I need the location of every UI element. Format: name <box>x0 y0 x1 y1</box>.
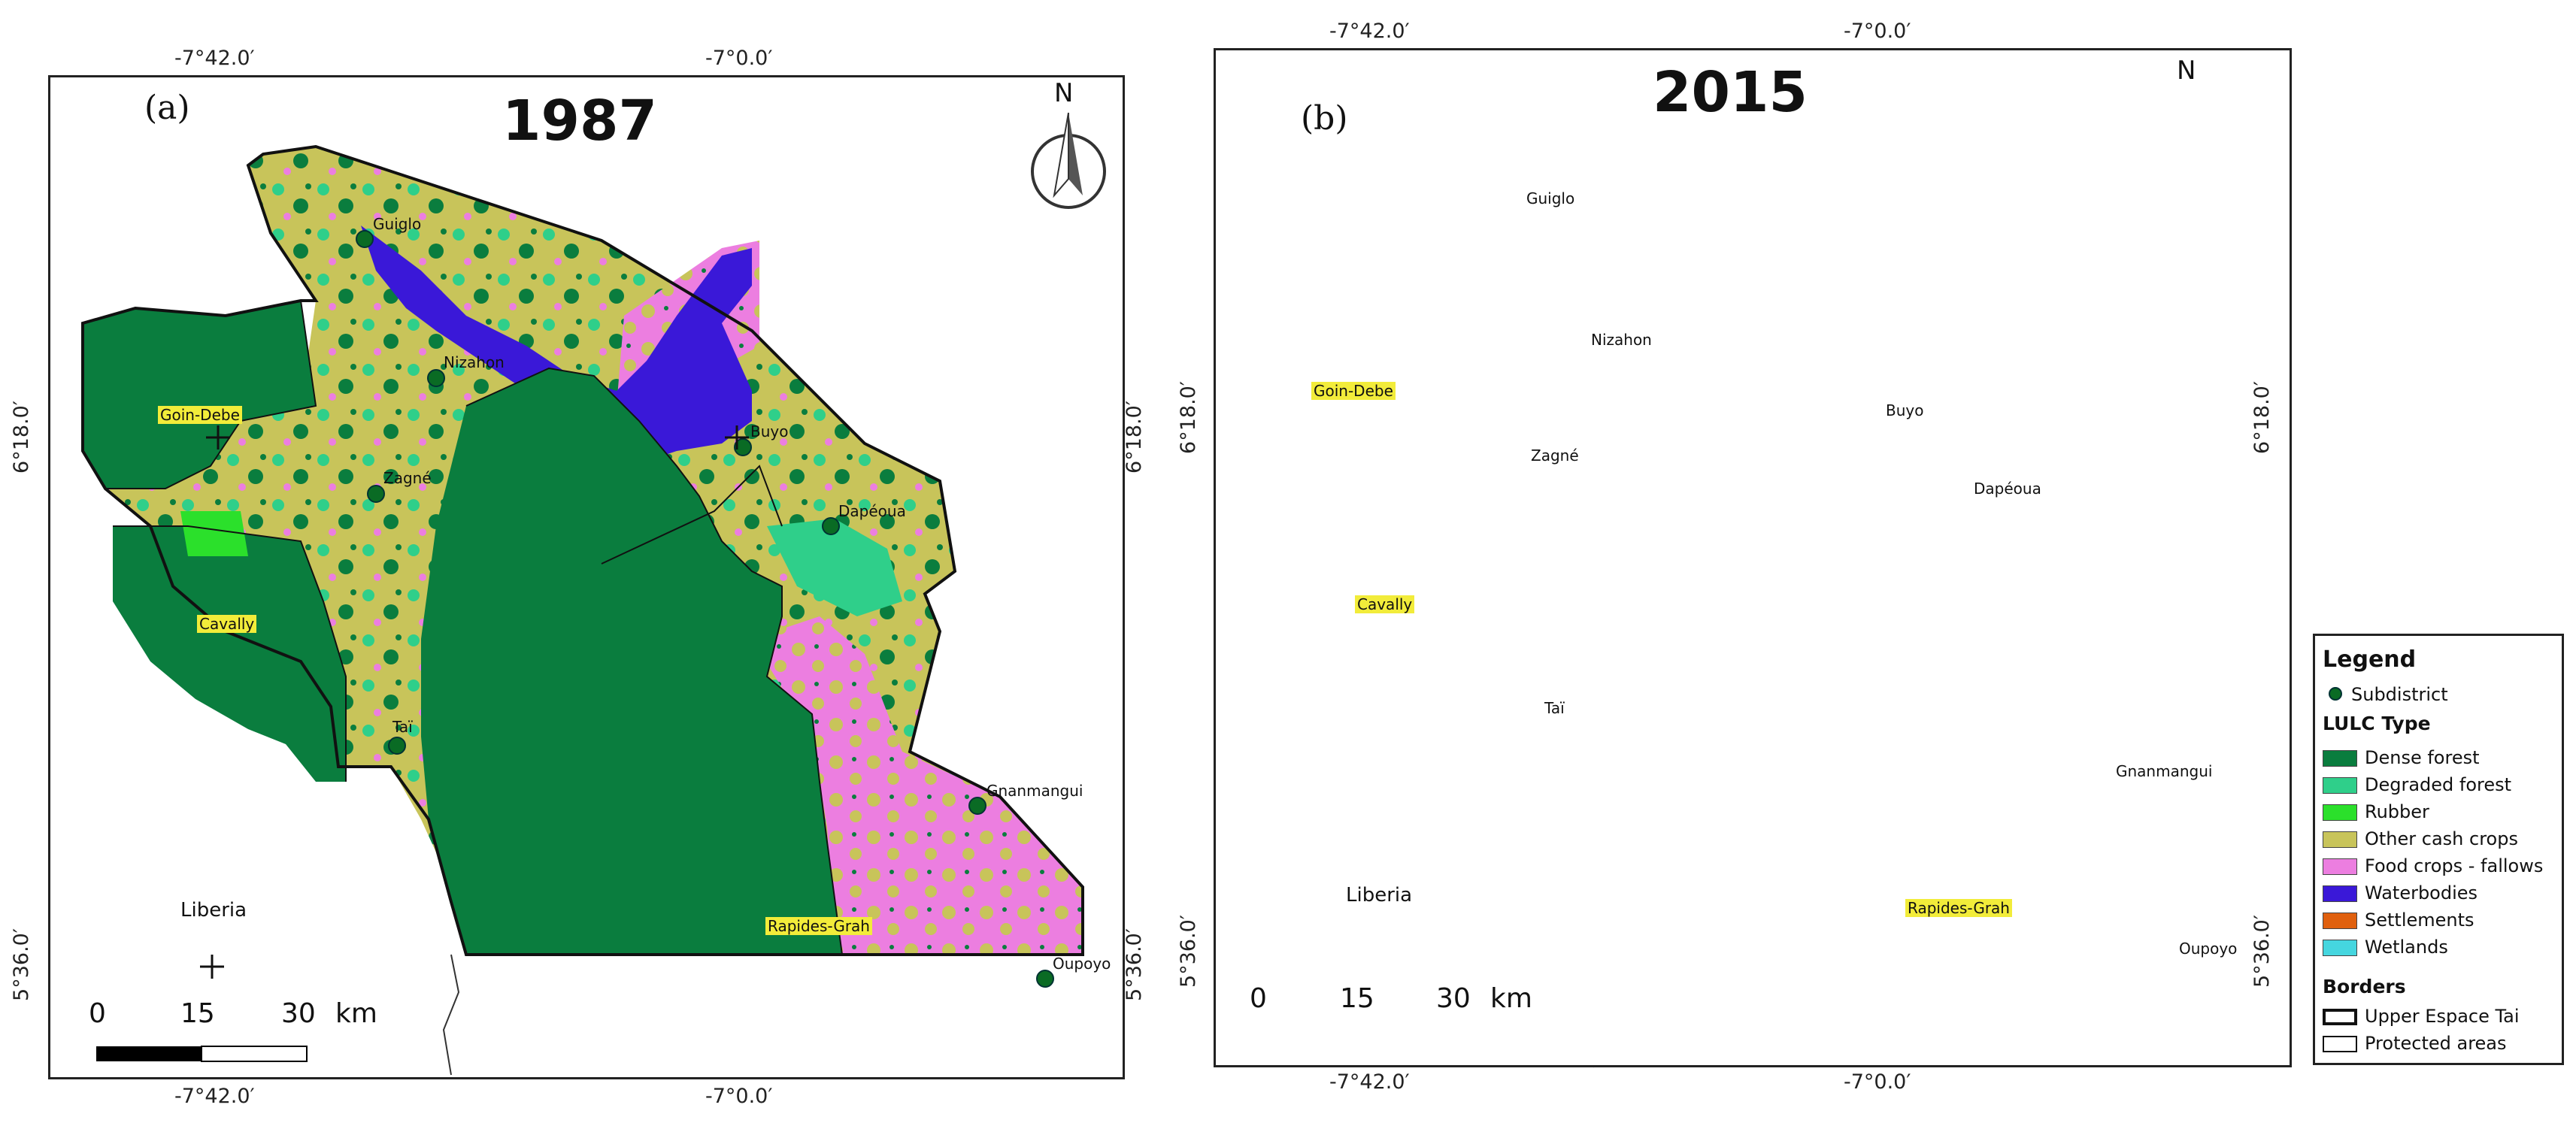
place-gnanmangui-b: Gnanmangui <box>2116 762 2213 780</box>
coord-top-right-b: -7°0.0′ <box>1844 20 1911 43</box>
north-label-b: N <box>2177 56 2196 86</box>
lulc-swatch <box>2323 750 2357 767</box>
panel-label-b: (b) <box>1301 99 1348 138</box>
panel-label-a: (a) <box>144 89 190 127</box>
place-guiglo-b: Guiglo <box>1526 189 1575 207</box>
coord-bottom-left-a: -7°42.0′ <box>174 1085 255 1108</box>
border-thick-swatch <box>2323 1009 2357 1025</box>
place-zagne-b: Zagné <box>1531 446 1579 465</box>
place-oupoyo-a: Oupoyo <box>1053 955 1111 973</box>
lulc-swatch <box>2323 777 2357 794</box>
place-tai-a: Taï <box>392 718 413 736</box>
panel-year-b: 2015 <box>1653 60 1808 125</box>
place-gnanmangui-a: Gnanmangui <box>986 782 1083 800</box>
lulc-label: Waterbodies <box>2365 882 2478 904</box>
place-liberia-b: Liberia <box>1346 884 1413 907</box>
scale-mid-b: 15 <box>1340 983 1374 1014</box>
place-oupoyo-b: Oupoyo <box>2179 940 2238 958</box>
scale-unit-b: km <box>1490 983 1532 1014</box>
scale-zero-b: 0 <box>1250 983 1267 1014</box>
coord-right-bottom-a: 5°36.0′ <box>1122 928 1146 1001</box>
place-cavally-a: Cavally <box>197 615 257 633</box>
place-cavally-b: Cavally <box>1355 595 1415 613</box>
place-rapidesgrah-a: Rapides-Grah <box>765 917 872 935</box>
legend-border-protected: Protected areas <box>2365 1033 2507 1054</box>
lulc-label: Rubber <box>2365 801 2429 822</box>
place-zagne-a: Zagné <box>383 469 432 487</box>
legend-borders-heading: Borders <box>2323 976 2406 997</box>
scale-unit-a: km <box>335 998 377 1029</box>
legend-title: Legend <box>2323 646 2417 673</box>
place-goindebe-b: Goin-Debe <box>1311 382 1396 400</box>
lulc-swatch <box>2323 885 2357 902</box>
legend-subdistrict: Subdistrict <box>2351 684 2448 705</box>
lulc-label: Wetlands <box>2365 937 2448 958</box>
lulc-swatch <box>2323 804 2357 821</box>
map-frame-2015 <box>1214 48 2292 1067</box>
place-dapeoua-b: Dapéoua <box>1974 480 2041 498</box>
place-liberia-a: Liberia <box>180 899 247 922</box>
place-goindebe-a: Goin-Debe <box>158 406 242 424</box>
place-dapeoua-a: Dapéoua <box>838 502 906 520</box>
coord-left-top-a: 6°18.0′ <box>9 401 33 474</box>
lulc-label: Other cash crops <box>2365 828 2518 849</box>
place-rapidesgrah-b: Rapides-Grah <box>1905 899 2012 917</box>
scale-max-b: 30 <box>1436 983 1471 1014</box>
lulc-swatch <box>2323 858 2357 875</box>
subdistrict-marker-icon <box>2329 687 2342 701</box>
coord-left-top-b: 6°18.0′ <box>1176 381 1200 454</box>
legend-border-upper: Upper Espace Tai <box>2365 1006 2520 1027</box>
coord-left-bottom-b: 5°36.0′ <box>1176 915 1200 988</box>
legend: Legend Subdistrict LULC Type Dense fores… <box>2313 634 2564 1065</box>
place-nizahon-a: Nizahon <box>444 353 505 371</box>
coord-top-left-b: -7°42.0′ <box>1329 20 1410 43</box>
border-thin-swatch <box>2323 1036 2357 1052</box>
lulc-label: Dense forest <box>2365 747 2480 768</box>
scale-max-a: 30 <box>281 998 316 1029</box>
coord-left-bottom-a: 5°36.0′ <box>9 928 33 1001</box>
coord-right-top-a: 6°18.0′ <box>1122 401 1146 474</box>
north-arrow-icon <box>1031 112 1106 209</box>
coord-top-right-a: -7°0.0′ <box>705 47 773 70</box>
north-label-a: N <box>1054 78 1074 108</box>
place-buyo-a: Buyo <box>750 422 789 440</box>
coord-bottom-right-a: -7°0.0′ <box>705 1085 773 1108</box>
place-tai-b: Taï <box>1544 699 1565 717</box>
panel-year-a: 1987 <box>502 89 657 153</box>
lulc-swatch <box>2323 831 2357 848</box>
map-1987-land <box>81 144 1084 1076</box>
lulc-swatch <box>2323 940 2357 956</box>
subdistrict-markers-1987 <box>356 230 1054 988</box>
scale-bar-1987 <box>96 1046 308 1062</box>
lulc-label: Settlements <box>2365 910 2474 931</box>
coord-right-top-b: 6°18.0′ <box>2250 381 2274 454</box>
lulc-label: Degraded forest <box>2365 774 2512 795</box>
legend-lulc-heading: LULC Type <box>2323 713 2431 734</box>
scale-zero-a: 0 <box>89 998 106 1029</box>
lulc-swatch <box>2323 913 2357 929</box>
coord-right-bottom-b: 5°36.0′ <box>2250 915 2274 988</box>
place-buyo-b: Buyo <box>1886 401 1924 419</box>
place-nizahon-b: Nizahon <box>1591 331 1652 349</box>
place-guiglo-a: Guiglo <box>373 215 422 233</box>
coord-bottom-left-b: -7°42.0′ <box>1329 1070 1410 1094</box>
lulc-label: Food crops - fallows <box>2365 855 2544 876</box>
coord-bottom-right-b: -7°0.0′ <box>1844 1070 1911 1094</box>
scale-mid-a: 15 <box>180 998 215 1029</box>
coord-top-left-a: -7°42.0′ <box>174 47 255 70</box>
